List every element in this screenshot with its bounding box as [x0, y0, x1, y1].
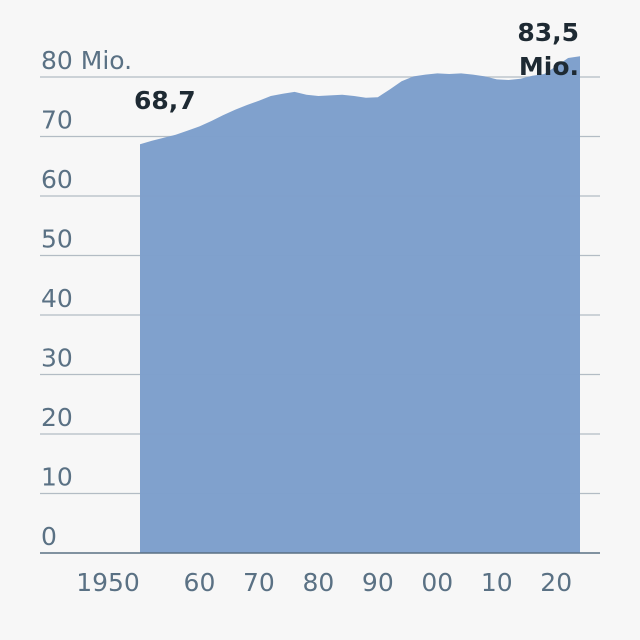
x-tick-label: 90: [362, 568, 394, 597]
x-tick-label: 1950: [76, 568, 140, 597]
x-tick-labels: 1950 60 70 80 90 00 10 20: [76, 568, 572, 597]
annotation-start-value: 68,7: [134, 86, 196, 115]
y-tick-label: 70: [41, 106, 73, 135]
y-tick-label: 20: [41, 403, 73, 432]
x-tick-label: 10: [481, 568, 513, 597]
x-tick-label: 70: [243, 568, 275, 597]
x-tick-label: 20: [540, 568, 572, 597]
y-tick-label: 10: [41, 463, 73, 492]
y-tick-labels: 0 10 20 30 40 50 60 70 80 Mio.: [41, 46, 132, 551]
y-tick-label: 60: [41, 165, 73, 194]
y-tick-label: 0: [41, 522, 57, 551]
x-tick-label: 80: [302, 568, 334, 597]
x-tick-label: 00: [421, 568, 453, 597]
population-area: [140, 56, 580, 553]
y-tick-label: 30: [41, 344, 73, 373]
annotation-end-unit: Mio.: [519, 52, 579, 81]
y-tick-label: 40: [41, 284, 73, 313]
x-tick-label: 60: [184, 568, 216, 597]
annotation-end-value: 83,5: [517, 18, 579, 47]
y-tick-label: 80 Mio.: [41, 46, 132, 75]
y-tick-label: 50: [41, 225, 73, 254]
annotations: 68,7 83,5 Mio.: [134, 18, 579, 115]
